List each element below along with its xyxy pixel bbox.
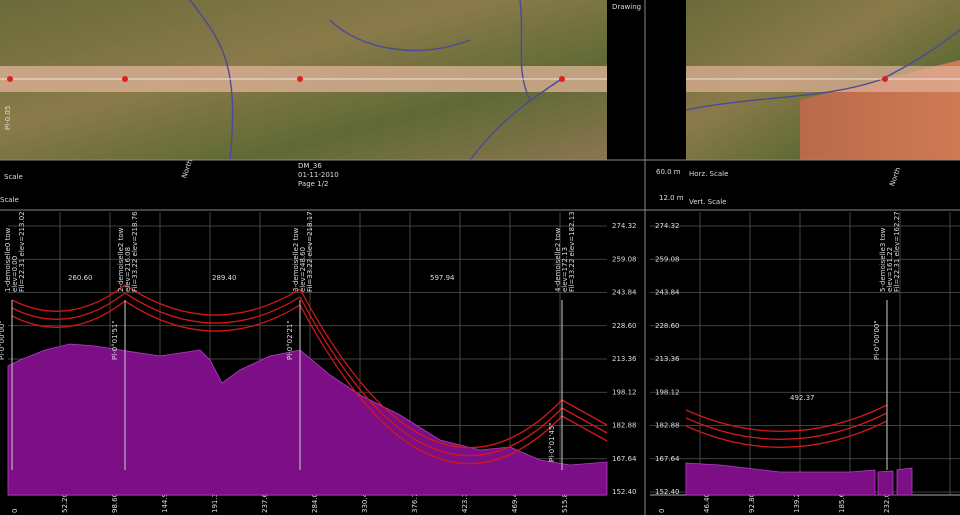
elevation-label: 152.40	[612, 488, 637, 496]
tower-label: 3-demoiselle2 tow	[292, 227, 300, 292]
streams	[189, 0, 561, 161]
drawing-id: DM_36	[298, 162, 322, 170]
tower-label: elev=248.60	[299, 247, 307, 292]
station-label: 144.90	[161, 489, 169, 514]
imagery: Pl-0.05	[0, 0, 960, 161]
conductor	[299, 288, 563, 449]
page: Page 1/2	[298, 180, 328, 188]
tower-label: Fil=22.31 elev=162.27	[893, 211, 901, 292]
vert-scale-label: Vert. Scale	[689, 198, 726, 206]
span-length: 492.37	[790, 394, 815, 402]
conductor	[11, 300, 126, 328]
conductor	[124, 284, 301, 316]
station-label: 46.40	[703, 493, 711, 513]
span-length: 260.60	[68, 274, 93, 282]
tower-label: 4-demoiselle2 tow	[554, 227, 562, 292]
station-label: 232.00	[883, 489, 891, 514]
elevation-label: 198.12	[612, 388, 637, 396]
drawing-label: Drawing	[612, 3, 641, 11]
station-label: 185.60	[838, 489, 846, 514]
elevation-label: 213.36	[655, 355, 680, 363]
date: 01-11-2010	[298, 171, 339, 179]
station-label: 0	[658, 509, 666, 513]
elevation-label: 228.60	[655, 322, 680, 330]
tower-label: elev=161.22	[886, 247, 894, 292]
station-label: 98.60	[111, 493, 119, 513]
station-label: 376.70	[411, 489, 419, 514]
tower-label: elev=0.00	[11, 256, 19, 292]
elevation-label: 259.08	[655, 255, 680, 263]
tower-points	[7, 76, 888, 82]
tower-label: Fil=33.22 elev=218.17	[306, 211, 314, 292]
north-label: North	[888, 166, 902, 187]
tower-label: Fil=22.31 elev=213.02	[18, 211, 26, 292]
elevation-label: 243.84	[655, 289, 680, 297]
horz-scale-label: Horz. Scale	[689, 170, 728, 178]
elevation-label: 167.64	[612, 455, 637, 463]
tower-angle: Pl-0°02'21"	[286, 320, 294, 360]
conductor	[685, 404, 888, 432]
tower-label: Fil=33.22 elev=218.76	[131, 211, 139, 292]
conductor	[124, 292, 301, 324]
station-label: 52.20	[61, 493, 69, 513]
scale-label: Scale	[0, 196, 19, 204]
north-label: North	[180, 158, 194, 179]
tower-label: 1-demoiselle0 tow	[4, 227, 12, 292]
tower-label: 5-demoiselle3 tow	[879, 227, 887, 292]
elevation-label: 259.08	[612, 255, 637, 263]
conductor	[561, 407, 608, 434]
elevation-label: 243.84	[612, 289, 637, 297]
tower-angle: Pl-0°01'51"	[111, 320, 119, 360]
conductor	[11, 292, 126, 320]
tower-label: elev=216.08	[124, 247, 132, 292]
elevation-label: 198.12	[655, 388, 680, 396]
elevation-label: 274.32	[612, 222, 637, 230]
imagery-label: Pl-0.05	[4, 106, 12, 130]
elevation-label: 213.36	[612, 355, 637, 363]
conductor	[299, 304, 563, 465]
profile: 274.32 259.08 243.84 228.60 213.36 198.12 182.…	[0, 211, 960, 513]
elevation-label: 167.64	[655, 455, 680, 463]
station-label: 284.00	[311, 489, 319, 514]
conductor	[561, 415, 608, 442]
conductor	[11, 284, 126, 312]
scale-label: Scale	[4, 173, 23, 181]
station-label: 423.10	[461, 489, 469, 514]
elevation-label: 182.88	[655, 422, 680, 430]
conductor	[685, 420, 888, 448]
elevation-label: 152.40	[655, 488, 680, 496]
conductor	[124, 300, 301, 332]
station-label: 237.60	[261, 489, 269, 514]
elevation-label: 274.32	[655, 222, 680, 230]
station-label: 0	[11, 509, 19, 513]
tower-angle: Pl-0°01'45"	[548, 422, 556, 462]
tower-angle: Pl-0°00'00"	[0, 320, 6, 360]
stream-right	[685, 29, 960, 111]
horz-scale-value: 60.0 m	[656, 168, 681, 176]
conductor	[685, 412, 888, 440]
station-label: 469.40	[511, 489, 519, 514]
span-length: 289.40	[212, 274, 237, 282]
elevation-label: 228.60	[612, 322, 637, 330]
terrain	[685, 462, 913, 496]
tower-angle: Pl-0°00'00"	[873, 320, 881, 360]
station-label: 330.40	[361, 489, 369, 514]
tower-label: elev=172.13	[561, 247, 569, 292]
tower-label: 2-demoiselle2 tow	[117, 227, 125, 292]
station-label: 92.80	[748, 493, 756, 513]
station-label: 139.20	[793, 489, 801, 514]
terrain	[7, 343, 608, 496]
station-label: 191.30	[211, 489, 219, 514]
conductor	[299, 296, 563, 457]
vert-scale-value: 12.0 m	[659, 194, 684, 202]
elevation-label: 182.88	[612, 422, 637, 430]
station-label: 515.80	[561, 489, 569, 514]
span-length: 597.94	[430, 274, 455, 282]
tower-label: Fil=33.22 elev=182.13	[568, 211, 576, 292]
conductor	[561, 399, 608, 426]
